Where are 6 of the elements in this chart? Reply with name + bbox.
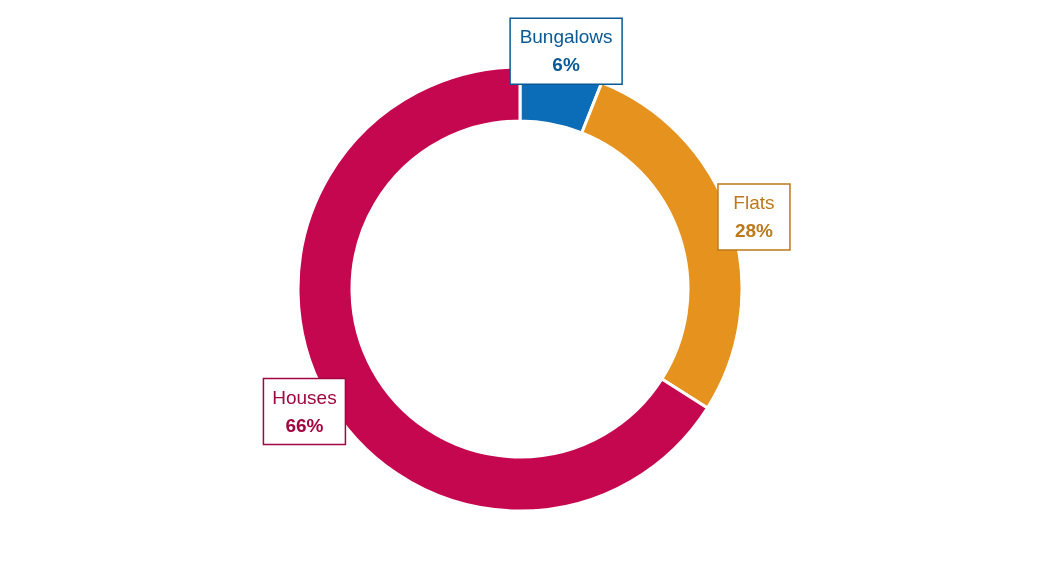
slice-label: Flats	[733, 191, 775, 213]
data-label: 66%	[285, 414, 324, 436]
slice-label: Bungalows	[519, 26, 613, 48]
data-label: 6%	[552, 54, 580, 76]
data-label: 28%	[734, 219, 774, 241]
slice-label: Houses	[272, 386, 337, 408]
